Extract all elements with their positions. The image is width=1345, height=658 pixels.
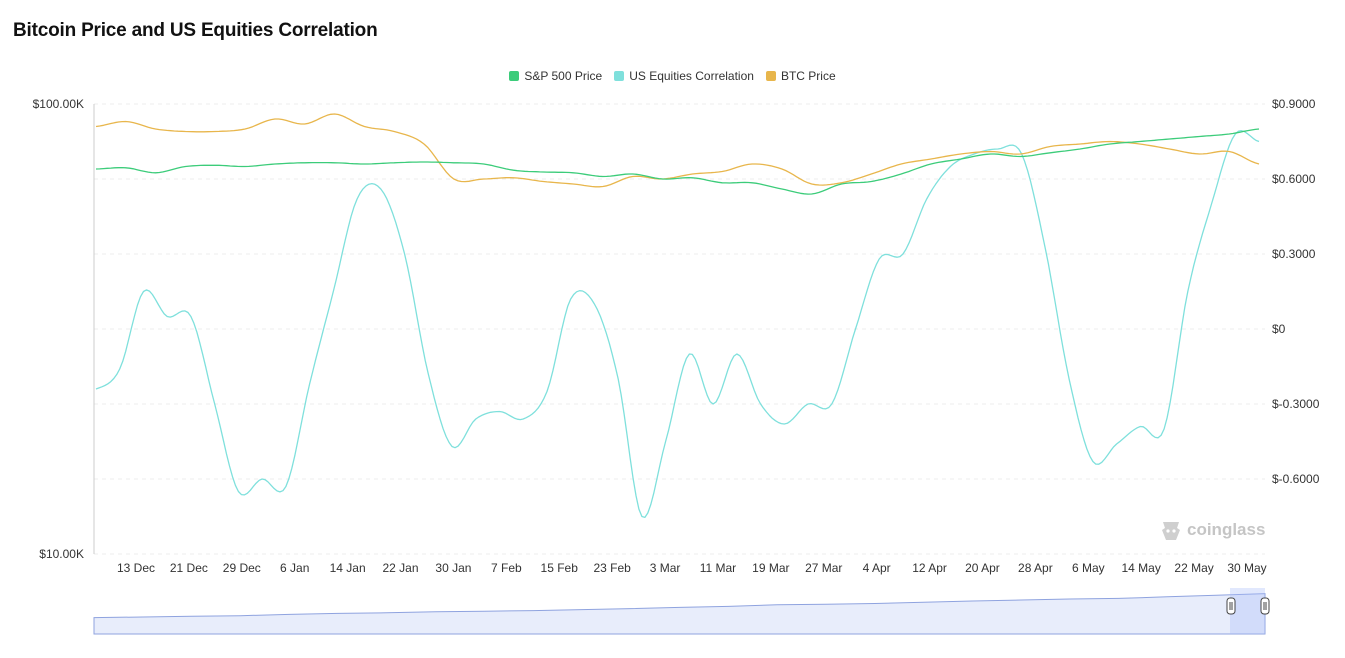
x-axis-tick: 11 Mar <box>700 561 736 575</box>
right-axis-tick: $-0.6000 <box>1272 472 1320 486</box>
coinglass-logo-icon <box>1162 522 1180 540</box>
watermark-text: coinglass <box>1187 520 1266 539</box>
x-axis-tick: 22 May <box>1174 561 1213 575</box>
legend-item-correlation[interactable]: US Equities Correlation <box>614 69 754 83</box>
legend-item-sp500[interactable]: S&P 500 Price <box>509 69 602 83</box>
watermark: coinglass <box>1160 518 1265 542</box>
legend-label-sp500: S&P 500 Price <box>524 69 603 83</box>
x-axis-tick: 6 May <box>1072 561 1105 575</box>
legend-swatch-sp500 <box>509 71 520 81</box>
x-axis-tick: 30 Jan <box>435 561 471 575</box>
navigator-selection <box>1230 588 1265 634</box>
x-axis-tick: 22 Jan <box>383 561 419 575</box>
left-axis-tick: $10.00K <box>39 547 84 561</box>
navigator-handle-left[interactable] <box>1226 597 1236 615</box>
x-axis-tick: 3 Mar <box>650 561 681 575</box>
x-axis-tick: 14 Jan <box>330 561 366 575</box>
right-axis-tick: $0 <box>1272 322 1286 336</box>
navigator-area <box>93 593 1266 635</box>
left-axis-tick: $100.00K <box>33 97 84 111</box>
legend-label-correlation: US Equities Correlation <box>629 69 754 83</box>
legend-swatch-btc <box>765 71 776 81</box>
x-axis-tick: 20 Apr <box>965 561 1000 575</box>
series-line-us-equities-correlation <box>95 129 1260 519</box>
x-axis-tick: 6 Jan <box>280 561 309 575</box>
x-axis-tick: 12 Apr <box>912 561 947 575</box>
x-axis-tick: 23 Feb <box>593 561 631 575</box>
right-axis-tick: $0.9000 <box>1272 97 1316 111</box>
right-axis-tick: $-0.3000 <box>1272 397 1320 411</box>
x-axis-tick: 28 Apr <box>1018 561 1053 575</box>
x-axis-tick: 19 Mar <box>752 561 789 575</box>
legend-item-btc[interactable]: BTC Price <box>765 69 836 83</box>
x-axis-tick: 27 Mar <box>805 561 842 575</box>
x-axis-tick: 4 Apr <box>863 561 891 575</box>
x-axis-tick: 14 May <box>1122 561 1161 575</box>
chart-title: Bitcoin Price and US Equities Correlatio… <box>13 20 378 41</box>
right-axis-tick: $0.6000 <box>1272 172 1316 186</box>
series-line-s-p-500-price <box>95 128 1260 195</box>
x-axis-tick: 7 Feb <box>491 561 522 575</box>
navigator-handle-right[interactable] <box>1260 597 1270 615</box>
legend-label-btc: BTC Price <box>780 69 836 83</box>
right-axis-tick: $0.3000 <box>1272 247 1316 261</box>
x-axis-tick: 13 Dec <box>117 561 155 575</box>
chart-legend: S&P 500 Price US Equities Correlation BT… <box>0 69 1345 83</box>
x-axis-tick: 30 May <box>1227 561 1266 575</box>
series-line-btc-price <box>95 113 1260 188</box>
legend-swatch-correlation <box>614 71 625 81</box>
x-axis-tick: 29 Dec <box>223 561 261 575</box>
x-axis-tick: 15 Feb <box>541 561 579 575</box>
x-axis-tick: 21 Dec <box>170 561 208 575</box>
